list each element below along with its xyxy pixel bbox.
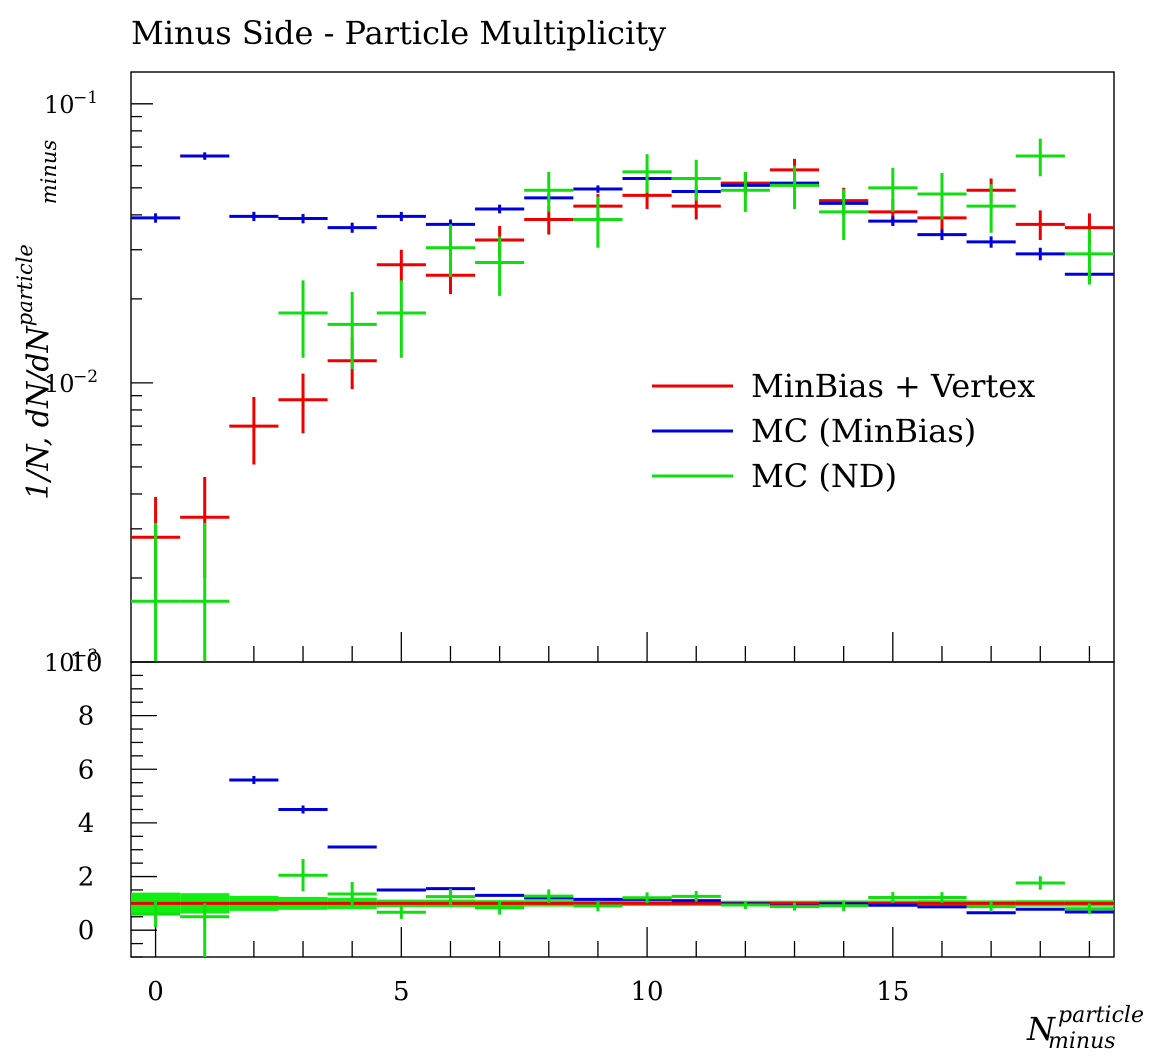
- ratio-y-tick-label: 8: [78, 702, 95, 732]
- x-axis-label-base: N: [1026, 1010, 1056, 1048]
- x-tick-label: 15: [876, 977, 909, 1007]
- y-axis-label-base: 1/N, dN/dN: [21, 324, 56, 499]
- x-tick-label: 10: [631, 977, 664, 1007]
- ratio-y-tick-label: 4: [78, 809, 95, 839]
- ratio-y-tick-label: 2: [78, 863, 95, 893]
- ratio-y-tick-label: 6: [78, 755, 95, 785]
- y-axis-label-sup: particle: [13, 244, 37, 326]
- x-tick-label: 0: [147, 977, 164, 1007]
- y-axis-label-sub: minus: [37, 140, 61, 205]
- ratio-y-tick-label: 0: [78, 916, 95, 946]
- x-axis-label-sub: minus: [1048, 1029, 1116, 1054]
- x-tick-label: 5: [393, 977, 410, 1007]
- legend: MinBias + Vertex MC (MinBias) MC (ND): [652, 367, 1035, 495]
- y-tick-label: 10: [44, 370, 75, 398]
- y-tick-label-exponent: −1: [73, 88, 98, 108]
- ratio-y-tick-label: 10: [69, 648, 102, 678]
- x-axis-label: N particle minus: [1026, 1003, 1144, 1054]
- y-axis-label: 1/N, dN/dNparticle minus: [13, 140, 61, 500]
- y-tick-label: 10: [44, 91, 75, 119]
- legend-entry: MC (ND): [751, 457, 897, 495]
- ratio-plot-panel: 0 5 10 15 0 2 4 6 8 10: [69, 648, 1115, 1007]
- y-tick-label-exponent: −3: [73, 646, 98, 666]
- x-axis-label-sup: particle: [1058, 1003, 1144, 1028]
- legend-entry: MC (MinBias): [751, 412, 976, 450]
- main-plot-panel: 10−110−210−3: [44, 71, 1115, 677]
- svg-text:1/N, dN/dNparticle: 1/N, dN/dNparticle: [13, 244, 56, 500]
- y-tick-label-exponent: −2: [73, 367, 98, 387]
- chart-title: Minus Side - Particle Multiplicity: [131, 14, 666, 52]
- legend-entry: MinBias + Vertex: [751, 367, 1035, 405]
- y-tick-label: 10: [44, 649, 75, 677]
